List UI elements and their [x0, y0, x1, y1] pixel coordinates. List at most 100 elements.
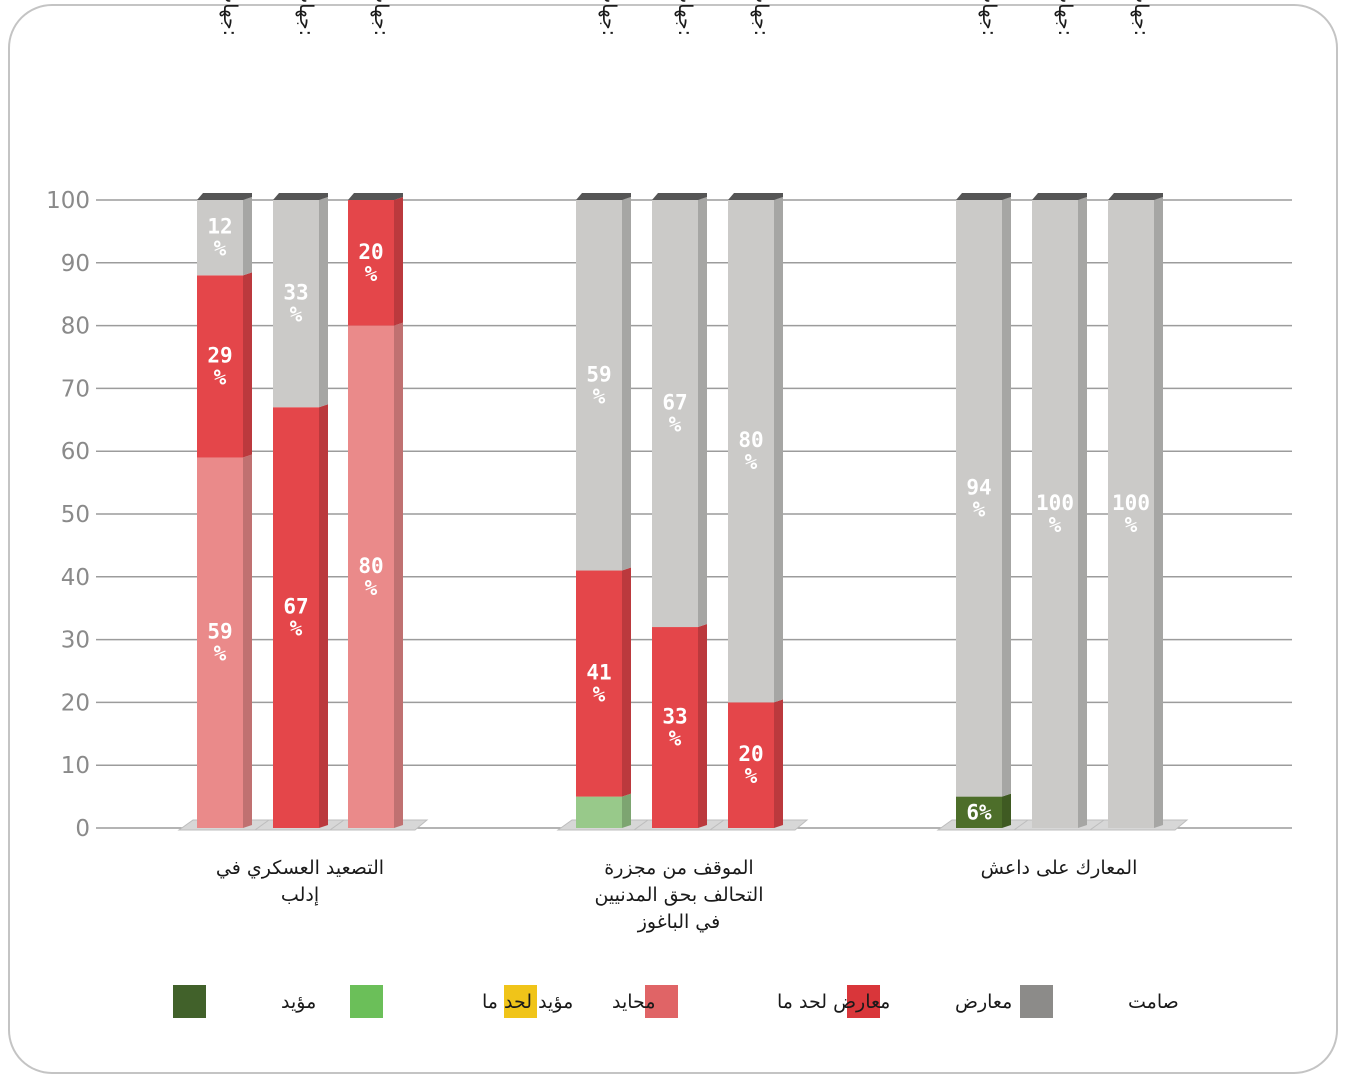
bar-segment-side: [243, 454, 252, 828]
actor-label: جهات عسكرية:: [1054, 0, 1076, 36]
bar-cap: [576, 193, 631, 200]
bar-segment-side: [319, 404, 328, 828]
legend-item: معارض لحد ما: [645, 985, 890, 1018]
legend-swatch: [847, 985, 880, 1018]
bar-stack: 100%: [1088, 193, 1189, 831]
legend-label: معارض لحد ما: [777, 991, 890, 1013]
bar-segment-side: [243, 272, 252, 458]
bar-segment: [273, 407, 319, 828]
bar-segment-side: [243, 197, 252, 276]
bar-value-label: 20%: [358, 240, 383, 286]
bar-cap: [348, 193, 403, 200]
actor-label: جهات عسكرية:: [674, 0, 696, 36]
legend-swatch: [645, 985, 678, 1018]
y-tick-label: 50: [61, 502, 90, 528]
bar-stack: 80 % 20%: [328, 193, 429, 831]
bars: 59 %29 %12 %67 %33 %80 %20 %41 %59 %33 %67 %20 %80 %6…: [177, 193, 1189, 831]
bar-stack: 41 % 59%: [556, 193, 657, 831]
bar-segment: [956, 796, 1002, 828]
bar-cap: [197, 193, 252, 200]
actor-label: جهات سياسية:: [219, 0, 241, 36]
y-tick-label: 90: [61, 251, 90, 277]
y-tick-label: 80: [61, 314, 90, 340]
bar-segment: [273, 200, 319, 408]
legend-swatch: [504, 985, 537, 1018]
actor-label: جهات عسكرية:: [295, 0, 317, 36]
bar-segment: [197, 457, 243, 828]
bar-segment-side: [698, 624, 707, 828]
legend-label: مؤيد: [281, 991, 316, 1013]
bar-segment-side: [319, 197, 328, 408]
bar-value-label: 33%: [662, 705, 687, 751]
bar-stack: 100%: [1012, 193, 1113, 831]
bar-segment-side: [1154, 197, 1163, 828]
legend-swatch: [173, 985, 206, 1018]
y-tick-label: 10: [61, 753, 90, 779]
group-label: المعارك على داعش: [981, 857, 1138, 879]
bar-segment: [348, 200, 394, 326]
bar-segment: [197, 200, 243, 276]
legend-item: صامت: [1020, 985, 1179, 1018]
bar-cap: [652, 193, 707, 200]
bar-cap: [956, 193, 1011, 200]
legend: صامت معارض معارض لحد ما محايد مؤيد لحد ما مؤي…: [173, 985, 1179, 1018]
legend-label: معارض: [955, 991, 1012, 1013]
bar-stack: 67 % 33%: [253, 193, 354, 831]
bar-cap: [1108, 193, 1163, 200]
bar-segment-side: [394, 322, 403, 828]
bar-segment: [652, 200, 698, 628]
bar-value-label: 59%: [207, 620, 232, 666]
actor-label: جهات سياسية:: [598, 0, 620, 36]
legend-item: محايد: [504, 985, 656, 1018]
y-tick-label: 20: [61, 690, 90, 716]
legend-label: صامت: [1128, 991, 1179, 1013]
bar-segment: [197, 275, 243, 458]
legend-swatch: [1020, 985, 1053, 1018]
legend-swatch: [350, 985, 383, 1018]
y-tick-label: 0: [75, 816, 90, 842]
group-label: التصعيد العسكري في إدلب: [216, 857, 384, 907]
bar-value-label: 67%: [662, 391, 687, 437]
bar-value-label: 20%: [738, 742, 763, 788]
bar-segment-side: [394, 197, 403, 326]
bar-value-label: 80%: [358, 554, 383, 600]
bar-value-label: 67%: [283, 595, 308, 641]
bar-value-label: 33%: [283, 281, 308, 327]
actor-label: جهات سياسية:: [978, 0, 1000, 36]
bar-value-label: 12%: [207, 215, 232, 261]
bar-stack: 59 % 29 % 12%: [177, 193, 278, 831]
bar-cap: [273, 193, 328, 200]
bar-segment: [956, 200, 1002, 797]
stacked-bar-chart: 0 10 20 30 40 50 60 70 80 90 100 59 % 29 % 12 % 67 % 33 % 80…: [46, 0, 1292, 1018]
y-tick-label: 40: [61, 565, 90, 591]
bar-segment-side: [698, 197, 707, 628]
bar-value-label: 80%: [738, 428, 763, 474]
y-tick-label: 30: [61, 628, 90, 654]
bar-segment-side: [774, 197, 783, 703]
y-tick-label: 60: [61, 439, 90, 465]
legend-item: معارض: [847, 985, 1012, 1018]
bar-value-label: 59%: [586, 362, 611, 408]
bar-cap: [728, 193, 783, 200]
bar-segment-side: [1002, 197, 1011, 797]
bar-segment-side: [622, 567, 631, 797]
bar-segment-side: [1078, 197, 1087, 828]
bar-value-label: 29%: [207, 343, 232, 389]
bar-segment: [576, 570, 622, 797]
y-tick-label: 100: [46, 188, 90, 214]
bar-segment: [576, 796, 622, 828]
bar-segment: [728, 200, 774, 703]
group-label: الموقف من مجزرة التحالف بحق المدنيين في ال…: [594, 857, 763, 933]
actor-labels: جهات سياسية: جهات عسكرية: جهات ثورية: جهات …: [219, 0, 1152, 36]
legend-item: مؤيد لحد ما: [350, 985, 573, 1018]
bar-segment: [1032, 200, 1078, 828]
legend-item: مؤيد: [173, 985, 316, 1018]
bar-segment: [1108, 200, 1154, 828]
bar-stack: 20 % 80%: [708, 193, 809, 831]
bar-stack: 33 % 67%: [632, 193, 733, 831]
bar-value-label: 41%: [586, 661, 611, 707]
legend-label: مؤيد لحد ما: [482, 991, 573, 1013]
bar-segment-side: [1002, 793, 1011, 828]
bar-segment-side: [622, 793, 631, 828]
y-axis-ticks: 0 10 20 30 40 50 60 70 80 90 100: [46, 188, 90, 842]
